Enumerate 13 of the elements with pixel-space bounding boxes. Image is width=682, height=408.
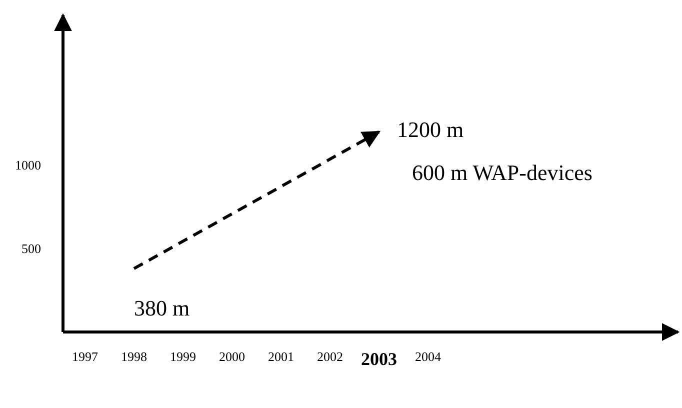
y-tick-label: 500 <box>22 240 41 256</box>
annotation: 600 m WAP-devices <box>412 160 592 185</box>
x-tick-label: 2004 <box>415 349 442 364</box>
x-tick-label: 2001 <box>268 349 294 364</box>
data-label: 1200 m <box>397 116 464 142</box>
x-tick-label: 1998 <box>121 349 147 364</box>
x-tick-label: 1997 <box>72 349 98 364</box>
data-label: 380 m <box>134 296 190 321</box>
x-tick-label: 2002 <box>317 349 343 364</box>
x-tick-label: 1999 <box>170 349 196 364</box>
y-tick-label: 1000 <box>15 157 41 172</box>
x-tick-label: 2000 <box>219 349 245 364</box>
x-tick-label: 2003 <box>361 348 397 369</box>
